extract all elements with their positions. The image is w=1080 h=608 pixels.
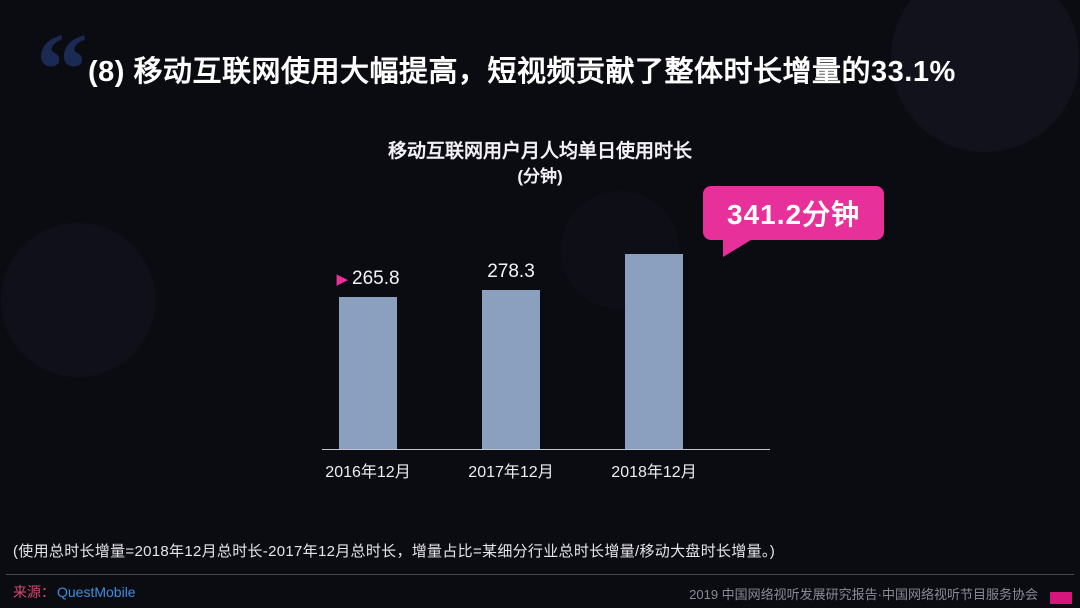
x-axis-label-2016: 2016年12月 (325, 464, 411, 481)
triangle-marker-icon: ▶ (336, 270, 348, 288)
source-label: 来源： (13, 584, 55, 600)
bar-2018 (625, 254, 683, 449)
bar-group-2016: ▶ 265.8 (336, 268, 400, 449)
brand-mark-icon (1050, 592, 1072, 604)
bar-value-label: ▶ 265.8 (336, 268, 399, 290)
x-axis-label-2017: 2017年12月 (468, 464, 554, 481)
quote-icon: “ (36, 18, 88, 88)
callout-bubble: 341.2分钟 (703, 186, 885, 257)
chart-subtitle: (分钟) (517, 167, 563, 186)
value-text: 278.3 (487, 261, 535, 282)
source-link[interactable]: QuestMobile (57, 584, 136, 600)
page-title: (8) 移动互联网使用大幅提高，短视频贡献了整体时长增量的33.1% (88, 56, 956, 88)
footnote: (使用总时长增量=2018年12月总时长-2017年12月总时长，增量占比=某细… (13, 543, 775, 560)
bar-group-2017: 278.3 (482, 261, 540, 449)
bar-2017 (482, 290, 540, 449)
bar-chart: ▶ 265.8 278.3 2016年12月 2017年12月 2018年12月 (322, 238, 770, 481)
footer-divider (6, 574, 1074, 575)
bar-group-2018 (625, 254, 683, 449)
value-text: 265.8 (352, 268, 400, 289)
source: 来源： QuestMobile (13, 582, 136, 602)
x-axis-label-2018: 2018年12月 (611, 464, 697, 481)
bar-2016 (339, 297, 397, 449)
bar-value-label: 278.3 (487, 261, 535, 283)
footer-credit: 2019 中国网络视听发展研究报告·中国网络视听节目服务协会 (689, 587, 1038, 602)
chart-title: 移动互联网用户月人均单日使用时长 (387, 141, 692, 162)
